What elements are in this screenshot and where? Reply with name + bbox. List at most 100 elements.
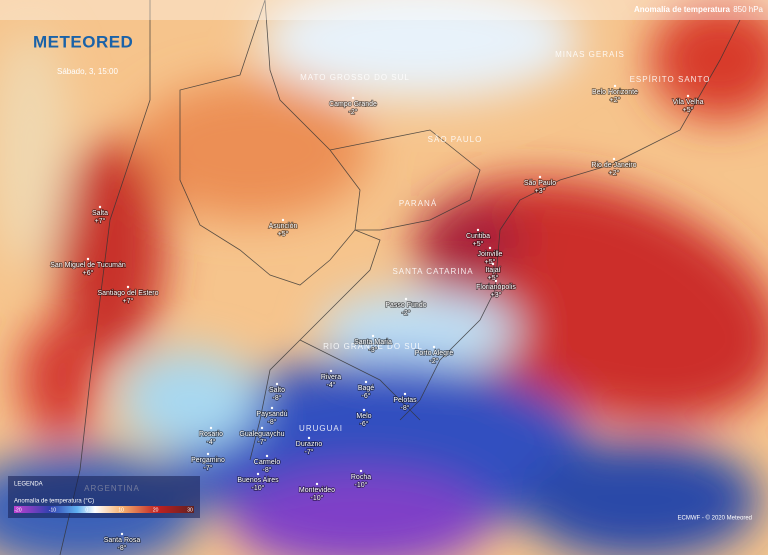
city-dot bbox=[404, 297, 408, 301]
city-dot bbox=[120, 532, 124, 536]
city-dot bbox=[686, 94, 690, 98]
city-value: -8° bbox=[262, 466, 271, 474]
city-value: -3° bbox=[368, 346, 377, 354]
city-value: -7° bbox=[203, 464, 212, 472]
city-name: Vila Velha bbox=[672, 99, 703, 106]
city-value: +5° bbox=[278, 230, 289, 238]
legend-tick-label: -10 bbox=[49, 507, 56, 513]
city-value: +7° bbox=[95, 217, 106, 225]
region-label: SÃO PAULO bbox=[428, 135, 483, 144]
city-dot bbox=[364, 380, 368, 384]
city-dot bbox=[206, 452, 210, 456]
region-label: PARANÁ bbox=[399, 199, 437, 208]
city-value: -2° bbox=[401, 309, 410, 317]
city-name: Buenos Aires bbox=[237, 477, 279, 484]
city-dot bbox=[613, 84, 617, 88]
city-dot bbox=[488, 246, 492, 250]
city-dot bbox=[86, 257, 90, 261]
city-dot bbox=[538, 175, 542, 179]
city-value: -8° bbox=[272, 394, 281, 402]
city-dot bbox=[270, 406, 274, 410]
legend-subtitle: Anomalía de temperatura (°C) bbox=[14, 499, 94, 505]
legend-tick-label: 30 bbox=[187, 507, 193, 513]
city-dot bbox=[351, 96, 355, 100]
city-dot bbox=[612, 157, 616, 161]
city-dot bbox=[209, 426, 213, 430]
city-name: Rio de Janeiro bbox=[591, 162, 636, 169]
city-dot bbox=[403, 392, 407, 396]
region-label: ESPÍRITO SANTO bbox=[630, 75, 711, 84]
city-name: Melo bbox=[356, 413, 371, 420]
city-name: Rivera bbox=[321, 374, 341, 381]
city-value: +5° bbox=[488, 274, 499, 282]
city-value: -6° bbox=[361, 392, 370, 400]
city-value: +7° bbox=[123, 297, 134, 305]
city-value: +2° bbox=[609, 169, 620, 177]
city-value: +5° bbox=[473, 240, 484, 248]
city-dot bbox=[265, 454, 269, 458]
city-dot bbox=[371, 334, 375, 338]
city-dot bbox=[98, 205, 102, 209]
city-value: -4° bbox=[326, 381, 335, 389]
city-name: Gualeguaychu bbox=[239, 431, 284, 438]
city-name: San Miguel de Tucumán bbox=[50, 262, 126, 269]
labels: ARGENTINAURUGUAIPARANÁSANTA CATARINARIO … bbox=[50, 50, 710, 552]
city-dot bbox=[359, 469, 363, 473]
city-value: +5° bbox=[485, 258, 496, 266]
city-value: +5° bbox=[683, 106, 694, 114]
city-name: Montevideo bbox=[299, 487, 335, 494]
datetime: Sábado, 3, 15:00 bbox=[57, 67, 118, 76]
city-name: Santa Rosa bbox=[104, 537, 141, 544]
city-name: Porto Alegre bbox=[415, 350, 454, 357]
legend-scale bbox=[14, 506, 194, 513]
city-name: Rocha bbox=[351, 474, 371, 481]
city-dot bbox=[307, 436, 311, 440]
city-dot bbox=[256, 472, 260, 476]
city-dot bbox=[126, 285, 130, 289]
region-label: RIO GRANDE DO SUL bbox=[323, 342, 423, 351]
city-value: -8° bbox=[117, 544, 126, 552]
city-value: -10° bbox=[311, 494, 324, 502]
city-dot bbox=[362, 408, 366, 412]
city-dot bbox=[315, 482, 319, 486]
city-dot bbox=[329, 369, 333, 373]
pressure-level: 850 hPa bbox=[733, 5, 763, 14]
city-value: -10° bbox=[252, 484, 265, 492]
city-dot bbox=[476, 228, 480, 232]
city-dot bbox=[281, 218, 285, 222]
city-name: Santa Maria bbox=[354, 339, 392, 346]
city-name: Pelotas bbox=[393, 397, 417, 404]
city-value: +3° bbox=[535, 187, 546, 195]
city-value: -7° bbox=[304, 448, 313, 456]
city-name: Santiago del Estero bbox=[97, 290, 158, 297]
city-value: -2° bbox=[348, 108, 357, 116]
city-name: Joinville bbox=[478, 251, 503, 258]
credit: ECMWF - © 2020 Meteored bbox=[678, 515, 752, 522]
city-dot bbox=[491, 262, 495, 266]
city-name: Itajaí bbox=[485, 267, 500, 274]
layer-name: Anomalía de temperatura bbox=[634, 5, 731, 14]
legend-tick-label: -20 bbox=[14, 507, 21, 513]
city-name: São Paulo bbox=[524, 180, 556, 187]
city-name: Passo Fundo bbox=[385, 302, 426, 309]
legend-title: LEGENDA bbox=[14, 482, 43, 488]
city-name: Carmelo bbox=[254, 459, 281, 466]
city-value: -4° bbox=[206, 438, 215, 446]
city-dot bbox=[275, 382, 279, 386]
city-value: -7° bbox=[257, 438, 266, 446]
city-name: Paysandú bbox=[256, 411, 287, 418]
city-dot bbox=[260, 426, 264, 430]
city-value: -10° bbox=[355, 481, 368, 489]
city-value: -8° bbox=[400, 404, 409, 412]
city-name: Salta bbox=[92, 210, 108, 217]
region-label: MATO GROSSO DO SUL bbox=[300, 73, 410, 82]
legend-tick-label: 20 bbox=[153, 507, 159, 513]
region-label: SANTA CATARINA bbox=[392, 267, 473, 276]
legend-tick-label: 10 bbox=[118, 507, 124, 513]
borders bbox=[59, 0, 741, 556]
city-name: Campo Grande bbox=[329, 101, 377, 108]
city-name: Asunción bbox=[269, 223, 298, 230]
city-name: Belo Horizonte bbox=[592, 89, 638, 96]
